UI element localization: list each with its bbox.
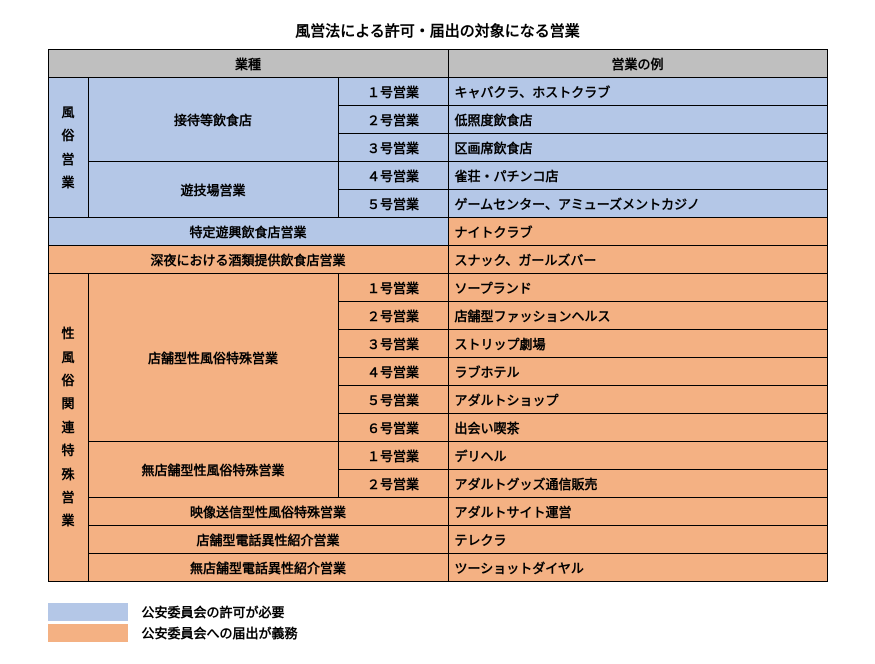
page-title: 風営法による許可・届出の対象になる営業 (48, 20, 828, 41)
group-seifuzoku-label: 性 風 俗 関 連 特 殊 営 業 (48, 274, 88, 582)
settai-row1-num: ２号営業 (338, 106, 448, 134)
eizou-ex: アダルトサイト運営 (448, 498, 827, 526)
tenpo-row1-ex: 店舗型ファッションヘルス (448, 302, 827, 330)
legend-swatch-orange (48, 624, 128, 642)
tokutei-ex: ナイトクラブ (448, 218, 827, 246)
tenpo-row4-num: ５号営業 (338, 386, 448, 414)
legend-text-orange: 公安委員会への届出が義務 (142, 623, 298, 642)
header-examples: 営業の例 (448, 50, 827, 78)
tenpo-row0-ex: ソープランド (448, 274, 827, 302)
subcat-settai: 接待等飲食店 (88, 78, 338, 162)
tenpo-row5-num: ６号営業 (338, 414, 448, 442)
tenpo-row4-ex: アダルトショップ (448, 386, 827, 414)
group-fuzoku-label: 風 俗 営 業 (48, 78, 88, 218)
shinya-label: 深夜における酒類提供飲食店営業 (48, 246, 448, 274)
mutenpo-row0-num: １号営業 (338, 442, 448, 470)
legend-swatch-blue (48, 603, 128, 621)
shinya-ex: スナック、ガールズバー (448, 246, 827, 274)
legend: 公安委員会の許可が必要 公安委員会への届出が義務 (48, 602, 828, 642)
settai-row0-ex: キャバクラ、ホストクラブ (448, 78, 827, 106)
legend-text-blue: 公安委員会の許可が必要 (142, 602, 285, 621)
header-category: 業種 (48, 50, 448, 78)
eizou-label: 映像送信型性風俗特殊営業 (88, 498, 448, 526)
subcat-mutenpo: 無店舗型性風俗特殊営業 (88, 442, 338, 498)
yuugi-row1-num: ５号営業 (338, 190, 448, 218)
tenpo-tel-ex: テレクラ (448, 526, 827, 554)
mutenpo-row1-num: ２号営業 (338, 470, 448, 498)
mutenpo-row0-ex: デリヘル (448, 442, 827, 470)
tenpo-row1-num: ２号営業 (338, 302, 448, 330)
yuugi-row1-ex: ゲームセンター、アミューズメントカジノ (448, 190, 827, 218)
settai-row0-num: １号営業 (338, 78, 448, 106)
tenpo-row3-ex: ラブホテル (448, 358, 827, 386)
classification-table: 業種 営業の例 風 俗 営 業 接待等飲食店 １号営業 キャバクラ、ホストクラブ… (48, 49, 828, 582)
subcat-tenpo: 店舗型性風俗特殊営業 (88, 274, 338, 442)
tenpo-row5-ex: 出会い喫茶 (448, 414, 827, 442)
tenpo-tel-label: 店舗型電話異性紹介営業 (88, 526, 448, 554)
legend-row-orange: 公安委員会への届出が義務 (48, 623, 828, 642)
mutenpo-tel-label: 無店舗型電話異性紹介営業 (88, 554, 448, 582)
tenpo-row3-num: ４号営業 (338, 358, 448, 386)
settai-row2-ex: 区画席飲食店 (448, 134, 827, 162)
tenpo-row0-num: １号営業 (338, 274, 448, 302)
tenpo-row2-num: ３号営業 (338, 330, 448, 358)
mutenpo-row1-ex: アダルトグッズ通信販売 (448, 470, 827, 498)
tokutei-label: 特定遊興飲食店営業 (48, 218, 448, 246)
tenpo-row2-ex: ストリップ劇場 (448, 330, 827, 358)
yuugi-row0-num: ４号営業 (338, 162, 448, 190)
settai-row2-num: ３号営業 (338, 134, 448, 162)
settai-row1-ex: 低照度飲食店 (448, 106, 827, 134)
subcat-yuugi: 遊技場営業 (88, 162, 338, 218)
mutenpo-tel-ex: ツーショットダイヤル (448, 554, 827, 582)
page-container: 風営法による許可・届出の対象になる営業 業種 営業の例 風 俗 営 業 接待等飲… (48, 20, 828, 642)
yuugi-row0-ex: 雀荘・パチンコ店 (448, 162, 827, 190)
legend-row-blue: 公安委員会の許可が必要 (48, 602, 828, 621)
